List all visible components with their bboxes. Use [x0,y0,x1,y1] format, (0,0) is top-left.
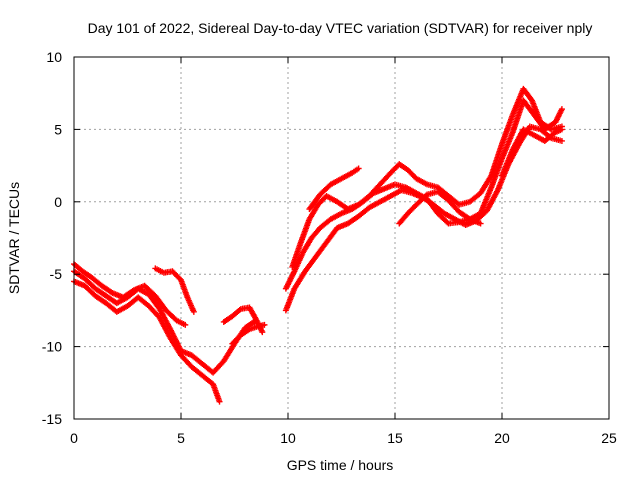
x-tick-label: 25 [601,430,617,446]
y-tick-label: -10 [42,339,62,355]
x-tick-label: 5 [177,430,185,446]
y-tick-label: 10 [46,49,62,65]
series-track-c [71,261,189,328]
x-tick-label: 0 [70,430,78,446]
axis-ticks: 0 5 10 15 20 25 -15 -10 -5 0 5 10 [42,49,617,446]
series-track-j [306,165,362,213]
data-point-marker [190,308,197,315]
data-point-marker [558,137,565,144]
data-point-marker [558,126,565,133]
y-tick-label: 0 [54,194,62,210]
chart-title: Day 101 of 2022, Sidereal Day-to-day VTE… [88,20,593,36]
series-track-k [396,188,484,227]
x-tick-label: 20 [494,430,510,446]
plot-frame [73,56,610,420]
y-tick-label: -15 [42,411,62,427]
y-tick-label: 5 [54,121,62,137]
data-point-marker [261,321,268,328]
x-tick-label: 15 [387,430,403,446]
data-point-marker [558,106,565,113]
data-point-marker [259,329,266,336]
data-points [71,85,565,405]
x-axis-label: GPS time / hours [287,457,394,473]
series-track-d [152,265,197,315]
grid-lines [74,57,609,419]
data-point-marker [216,398,223,405]
series-track-b [71,278,223,405]
data-point-marker [355,165,362,172]
x-tick-label: 10 [280,430,296,446]
y-axis-label: SDTVAR / TECUs [6,182,22,294]
y-tick-label: -5 [50,266,63,282]
series-track-l [499,126,565,179]
series-track-f [229,321,268,347]
series-track-i [289,85,565,270]
data-point-marker [182,321,189,328]
data-point-marker [477,220,484,227]
